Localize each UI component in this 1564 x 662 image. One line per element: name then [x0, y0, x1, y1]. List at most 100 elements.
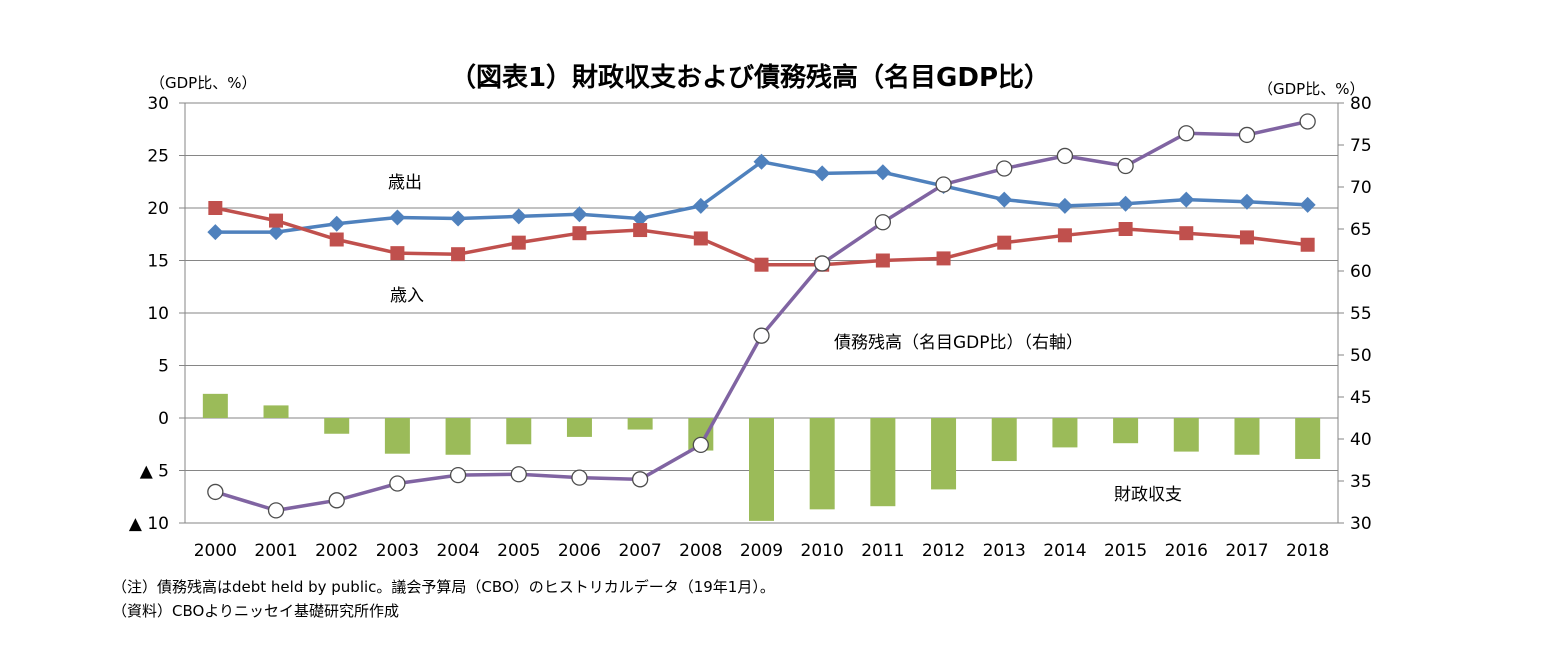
- bar-balance: [809, 418, 835, 510]
- point-revenues: [754, 257, 769, 272]
- point-debt: [1178, 125, 1195, 142]
- point-revenues: [1300, 237, 1315, 252]
- line-series: [207, 113, 1316, 519]
- left-tick-label: 20: [147, 199, 169, 219]
- x-tick-label: 2001: [254, 541, 297, 561]
- point-revenues: [693, 231, 708, 246]
- point-debt: [1238, 126, 1256, 144]
- point-debt: [935, 176, 952, 193]
- point-revenues: [572, 226, 587, 241]
- point-debt: [328, 492, 345, 509]
- point-debt: [267, 502, 285, 519]
- x-tick-label: 2009: [740, 541, 783, 561]
- point-debt: [692, 436, 709, 454]
- left-tick-label: ▲ 10: [129, 514, 169, 534]
- bar-balance: [627, 418, 653, 430]
- right-tick-label: 75: [1350, 136, 1372, 156]
- point-outlays: [753, 153, 770, 170]
- x-tick-label: 2010: [801, 541, 844, 561]
- right-tick-label: 35: [1350, 472, 1372, 492]
- point-outlays: [268, 224, 285, 241]
- bar-balance: [1295, 418, 1321, 459]
- bar-series-balance: [202, 393, 1321, 521]
- left-tick-label: 15: [147, 252, 169, 272]
- left-axis-unit: （GDP比、%）: [150, 74, 256, 92]
- point-outlays: [814, 165, 831, 182]
- bar-balance: [1052, 418, 1078, 448]
- x-tick-label: 2013: [983, 541, 1026, 561]
- line-outlays: [215, 159, 1308, 234]
- point-outlays: [1299, 196, 1316, 213]
- right-tick-label: 30: [1350, 514, 1372, 534]
- point-outlays: [692, 197, 709, 214]
- x-tick-label: 2000: [194, 541, 237, 561]
- bar-balance: [991, 418, 1017, 462]
- point-debt: [874, 214, 892, 231]
- bar-balance: [1234, 418, 1260, 455]
- point-revenues: [511, 235, 526, 250]
- point-outlays: [450, 210, 467, 227]
- note-1: （注）債務残高はdebt held by public。議会予算局（CBO）のヒ…: [112, 578, 775, 596]
- x-tick-label: 2006: [558, 541, 601, 561]
- label-revenues: 歳入: [390, 286, 424, 306]
- x-tick-label: 2012: [922, 541, 965, 561]
- x-tick-label: 2003: [376, 541, 419, 561]
- point-revenues: [1239, 230, 1254, 245]
- right-tick-label: 45: [1350, 388, 1372, 408]
- x-tick-label: 2011: [861, 541, 904, 561]
- right-axis-unit: （GDP比、%）: [1258, 80, 1364, 98]
- x-tick-label: 2004: [436, 541, 479, 561]
- point-outlays: [328, 215, 345, 232]
- point-revenues: [1118, 222, 1133, 236]
- bar-balance: [384, 418, 410, 454]
- label-outlays: 歳出: [388, 173, 422, 193]
- bar-balance: [566, 418, 592, 437]
- point-outlays: [874, 164, 891, 181]
- point-debt: [996, 160, 1013, 177]
- point-revenues: [1057, 228, 1072, 243]
- point-revenues: [329, 232, 344, 247]
- right-tick-label: 60: [1350, 262, 1372, 282]
- point-debt: [449, 466, 467, 484]
- line-revenues: [214, 206, 1308, 267]
- label-debt: 債務残高（名目GDP比）（右軸）: [834, 333, 1083, 353]
- point-debt: [207, 483, 224, 501]
- note-2: （資料）CBOよりニッセイ基礎研究所作成: [112, 602, 400, 620]
- point-revenues: [208, 201, 223, 215]
- bar-balance: [749, 418, 774, 521]
- right-tick-label: 40: [1350, 430, 1372, 450]
- left-tick-label: ▲ 5: [140, 462, 169, 482]
- bar-balance: [202, 393, 228, 418]
- point-revenues: [1179, 226, 1194, 241]
- right-tick-label: 70: [1350, 178, 1372, 198]
- x-tick-label: 2015: [1104, 541, 1147, 561]
- point-revenues: [451, 247, 466, 262]
- bar-balance: [931, 418, 957, 490]
- chart-title: （図表1）財政収支および債務残高（名目GDP比）: [450, 62, 1050, 93]
- point-outlays: [632, 210, 649, 227]
- x-tick-label: 2017: [1225, 541, 1268, 561]
- point-revenues: [269, 213, 284, 228]
- x-tick-label: 2014: [1043, 541, 1086, 561]
- label-balance: 財政収支: [1114, 485, 1182, 505]
- x-tick-label: 2008: [679, 541, 722, 561]
- left-tick-label: 25: [147, 147, 169, 167]
- point-outlays: [1056, 197, 1073, 214]
- bar-balance: [1113, 418, 1139, 444]
- point-debt: [814, 255, 831, 272]
- axes: [179, 102, 1344, 524]
- bar-balance: [870, 418, 896, 507]
- point-debt: [1056, 147, 1074, 165]
- point-revenues: [633, 223, 648, 238]
- left-tick-label: 10: [147, 304, 169, 324]
- bar-balance: [263, 405, 289, 418]
- point-debt: [389, 475, 406, 492]
- point-debt: [1117, 157, 1134, 175]
- point-outlays: [571, 206, 588, 223]
- bar-balance: [324, 418, 350, 434]
- point-outlays: [1178, 191, 1195, 208]
- point-outlays: [996, 191, 1013, 208]
- left-tick-label: 30: [147, 94, 169, 114]
